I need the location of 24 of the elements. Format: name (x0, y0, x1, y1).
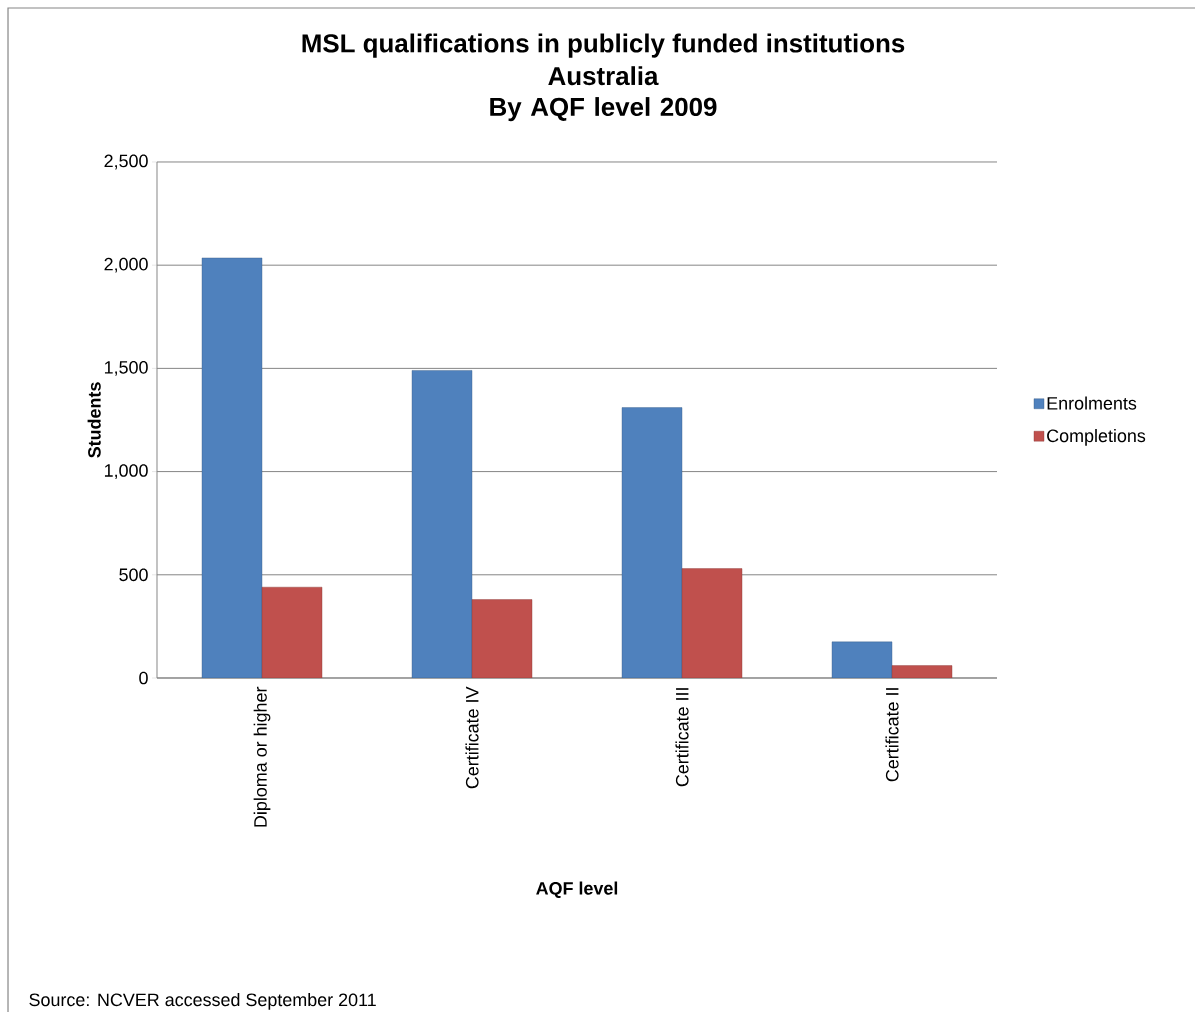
y-tick-label: 1,500 (104, 360, 148, 376)
y-tick-label: 1,000 (104, 464, 148, 479)
source-note: Source: NCVER accessed September 2011 (29, 992, 376, 1010)
x-tick-label: Certificate II (885, 688, 899, 782)
chart-title: MSL qualifications in publicly funded institutions (302, 33, 905, 58)
x-tick-label: Certificate IV (465, 686, 479, 789)
chart-subtitle: Australia By AQF level 2009 (490, 66, 717, 122)
bar (411, 370, 473, 678)
x-tick-label: Certificate III (675, 688, 689, 787)
x-axis-title: AQF level (536, 881, 618, 899)
bar (471, 599, 533, 678)
bar (201, 257, 263, 678)
y-tick-label: 0 (139, 671, 148, 685)
legend-label: Enrolments (1047, 396, 1137, 410)
bar (261, 586, 323, 678)
bar (681, 568, 743, 678)
bar (831, 641, 893, 678)
y-tick-label: 2,000 (104, 257, 148, 273)
y-tick-label: 500 (119, 568, 148, 582)
y-axis-title: Students (87, 382, 101, 458)
bar (621, 407, 683, 678)
x-tick-label: Diploma or higher (253, 686, 271, 827)
legend-label: Completions (1047, 428, 1146, 446)
y-tick-label: 2,500 (104, 154, 148, 170)
